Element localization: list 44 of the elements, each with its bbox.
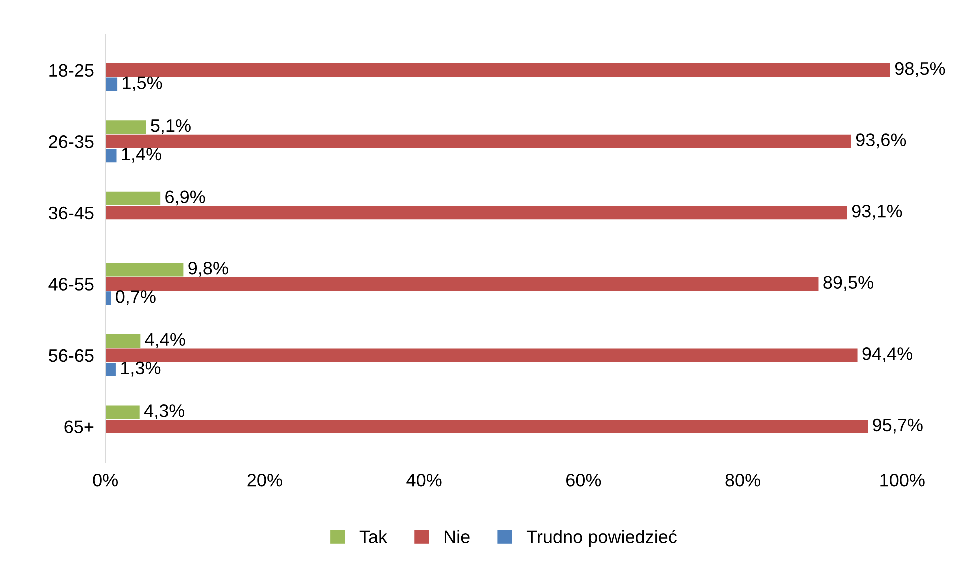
legend-label: Trudno powiedzieć [526,530,677,548]
bar [106,362,116,376]
y-tick-label: 36-45 [49,206,94,220]
x-tick-label: 80% [726,474,760,487]
data-label: 1,4% [122,148,162,163]
data-label: 93,1% [852,204,902,220]
legend-label: Nie [444,530,470,544]
data-label: 0,7% [116,290,156,306]
y-tick-label: 65+ [64,420,94,434]
x-tick-label: 0% [93,474,118,487]
legend-label: Tak [360,530,388,544]
bar [106,420,868,434]
bar [106,263,184,277]
bar [106,149,117,163]
bar [106,406,140,420]
data-label: 89,5% [824,276,874,292]
y-tick-label: 18-25 [50,64,94,78]
data-label: 6,9% [166,190,206,206]
x-tick-label: 20% [248,474,282,487]
data-label: 5,1% [151,119,191,134]
data-label: 4,4% [145,333,186,348]
x-tick-label: 40% [406,474,442,487]
data-label: 1,5% [123,76,162,92]
bar [106,206,848,220]
x-tick-label: 60% [566,474,602,487]
bar [106,120,146,134]
x-tick-label: 100% [880,474,925,487]
y-tick-label: 56-65 [49,349,94,362]
data-label: 95,7% [873,418,923,434]
bar [106,134,852,148]
data-label: 1,3% [122,362,161,377]
y-tick-label: 26-35 [49,136,94,148]
data-label: 94,4% [862,348,912,362]
data-label: 98,5% [895,62,946,78]
y-tick-label: 46-55 [48,278,94,291]
data-label: 4,3% [144,404,185,420]
bar [106,277,819,291]
bar [106,348,858,362]
bar [106,64,890,78]
bar [106,334,141,348]
bar [106,78,118,92]
bar [106,192,161,206]
data-label: 93,6% [856,134,906,149]
data-label: 9,8% [188,262,228,277]
